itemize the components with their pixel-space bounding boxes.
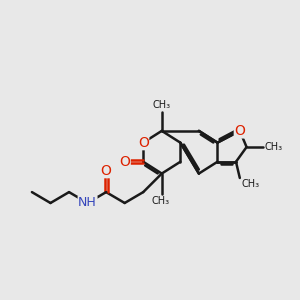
Text: O: O <box>101 164 112 178</box>
Text: CH₃: CH₃ <box>151 196 169 206</box>
Text: O: O <box>119 155 130 169</box>
Text: CH₃: CH₃ <box>153 100 171 110</box>
Text: NH: NH <box>78 196 97 209</box>
Text: O: O <box>138 136 149 150</box>
Text: O: O <box>234 124 245 138</box>
Text: CH₃: CH₃ <box>265 142 283 152</box>
Text: CH₃: CH₃ <box>241 179 260 189</box>
